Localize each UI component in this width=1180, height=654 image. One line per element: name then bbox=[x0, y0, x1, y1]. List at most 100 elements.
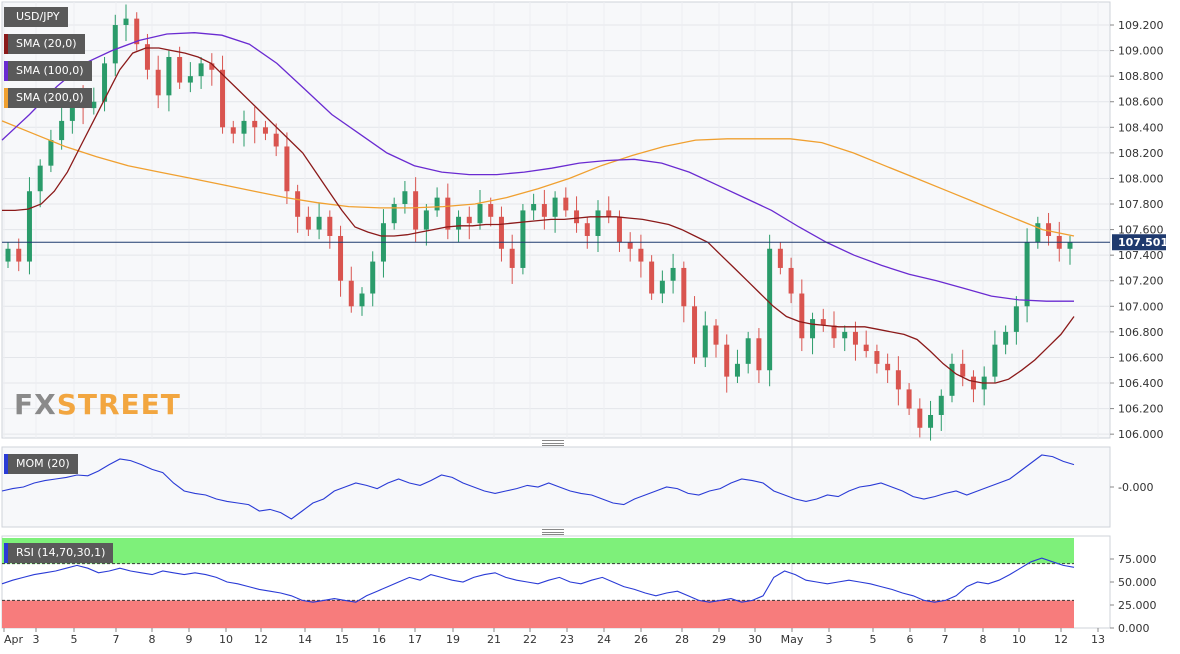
x-tick-label: 3 bbox=[33, 633, 40, 646]
candle-body bbox=[1003, 331, 1009, 345]
candle-body bbox=[327, 216, 333, 236]
candle-body bbox=[316, 216, 322, 230]
candle-body bbox=[1046, 223, 1052, 236]
candle-body bbox=[692, 306, 698, 358]
x-tick-label: 29 bbox=[712, 633, 726, 646]
candle-body bbox=[445, 197, 451, 230]
x-tick-label: 8 bbox=[980, 633, 987, 646]
mom-tick-label: -0.000 bbox=[1118, 481, 1153, 494]
y-tick-label: 109.000 bbox=[1118, 45, 1164, 58]
panel-resize-handle-mom[interactable] bbox=[542, 440, 564, 446]
candle-body bbox=[681, 267, 687, 307]
y-tick-label: 107.400 bbox=[1118, 249, 1164, 262]
x-tick-label: 10 bbox=[219, 633, 233, 646]
x-tick-label: 6 bbox=[907, 633, 914, 646]
rsi-tick-label: 25.000 bbox=[1118, 599, 1157, 612]
candle-body bbox=[960, 363, 966, 377]
x-tick-label: 16 bbox=[372, 633, 386, 646]
candle-body bbox=[338, 235, 344, 281]
candle-body bbox=[713, 325, 719, 345]
sma100-line bbox=[1, 32, 1074, 302]
y-tick-label: 106.000 bbox=[1118, 428, 1164, 441]
x-tick-label: 24 bbox=[597, 633, 611, 646]
candle-body bbox=[102, 63, 108, 102]
legend-sma20[interactable]: SMA (20,0) bbox=[4, 34, 85, 54]
candle-body bbox=[456, 216, 462, 230]
x-tick-label: 13 bbox=[1091, 633, 1105, 646]
candle-body bbox=[885, 363, 891, 371]
candle-body bbox=[863, 344, 869, 352]
y-tick-label: 107.200 bbox=[1118, 275, 1164, 288]
candle-body bbox=[59, 120, 65, 141]
candle-body bbox=[134, 18, 140, 45]
candle-body bbox=[488, 204, 494, 217]
candle-body bbox=[477, 204, 483, 224]
candle-body bbox=[391, 204, 397, 224]
candle-body bbox=[906, 389, 912, 409]
candle-body bbox=[5, 248, 11, 262]
x-tick-label: 10 bbox=[1012, 633, 1026, 646]
candle-body bbox=[413, 191, 419, 230]
last-price-label: 107.501 bbox=[1118, 236, 1168, 249]
candle-body bbox=[359, 293, 365, 307]
fxstreet-logo: FXSTREET bbox=[14, 388, 181, 421]
legend-mom[interactable]: MOM (20) bbox=[4, 454, 78, 474]
candle-body bbox=[745, 338, 751, 364]
candle-body bbox=[627, 242, 633, 249]
legend-mom-label: MOM (20) bbox=[16, 457, 70, 470]
y-tick-label: 108.600 bbox=[1118, 96, 1164, 109]
x-tick-label: 30 bbox=[748, 633, 762, 646]
candle-body bbox=[638, 248, 644, 262]
legend-sma200[interactable]: SMA (200,0) bbox=[4, 88, 92, 108]
rsi-line bbox=[1, 557, 1075, 603]
candle-body bbox=[949, 363, 955, 396]
candle-body bbox=[155, 69, 161, 96]
y-tick-label: 108.000 bbox=[1118, 172, 1164, 185]
last-price-badge bbox=[1112, 234, 1166, 251]
legend-sma100[interactable]: SMA (100,0) bbox=[4, 61, 92, 81]
candle-body bbox=[1024, 242, 1030, 307]
x-tick-label: 22 bbox=[523, 633, 537, 646]
x-tick-label: 9 bbox=[186, 633, 193, 646]
mom-panel-bg bbox=[1, 446, 1111, 528]
candle-body bbox=[166, 56, 172, 96]
x-tick-label: Apr bbox=[4, 633, 24, 646]
legend-rsi-label: RSI (14,70,30,1) bbox=[16, 546, 106, 559]
candle-body bbox=[574, 210, 580, 224]
mom-line bbox=[1, 454, 1075, 520]
y-tick-label: 107.000 bbox=[1118, 300, 1164, 313]
x-tick-label: 14 bbox=[298, 633, 312, 646]
x-tick-label: 15 bbox=[335, 633, 349, 646]
candle-body bbox=[466, 216, 472, 224]
rsi-oversold-zone bbox=[2, 600, 1074, 628]
legend-usdjpy[interactable]: USD/JPY bbox=[4, 7, 68, 27]
candle-body bbox=[144, 44, 150, 70]
candle-body bbox=[348, 280, 354, 307]
sma200-line bbox=[1, 120, 1075, 237]
x-tick-label: May bbox=[781, 633, 804, 646]
candle-body bbox=[123, 18, 129, 26]
candle-body bbox=[284, 146, 290, 192]
y-tick-label: 108.400 bbox=[1118, 121, 1164, 134]
x-tick-label: 17 bbox=[408, 633, 422, 646]
candle-body bbox=[810, 319, 816, 339]
candle-body bbox=[649, 261, 655, 294]
x-tick-label: 8 bbox=[149, 633, 156, 646]
rsi-tick-label: 50.000 bbox=[1118, 576, 1157, 589]
legend-sma200-label: SMA (200,0) bbox=[16, 91, 84, 104]
candle-body bbox=[252, 120, 258, 128]
legend-rsi[interactable]: RSI (14,70,30,1) bbox=[4, 543, 114, 563]
candle-body bbox=[659, 280, 665, 294]
candle-body bbox=[187, 76, 193, 83]
panel-resize-handle-rsi[interactable] bbox=[542, 529, 564, 535]
candle-body bbox=[670, 267, 676, 281]
y-tick-label: 106.400 bbox=[1118, 377, 1164, 390]
candle-body bbox=[616, 216, 622, 243]
candle-body bbox=[305, 216, 311, 230]
candle-body bbox=[595, 210, 601, 236]
y-tick-label: 108.800 bbox=[1118, 70, 1164, 83]
candle-body bbox=[767, 248, 773, 371]
candle-body bbox=[702, 325, 708, 358]
x-tick-label: 26 bbox=[634, 633, 648, 646]
candle-body bbox=[992, 344, 998, 377]
